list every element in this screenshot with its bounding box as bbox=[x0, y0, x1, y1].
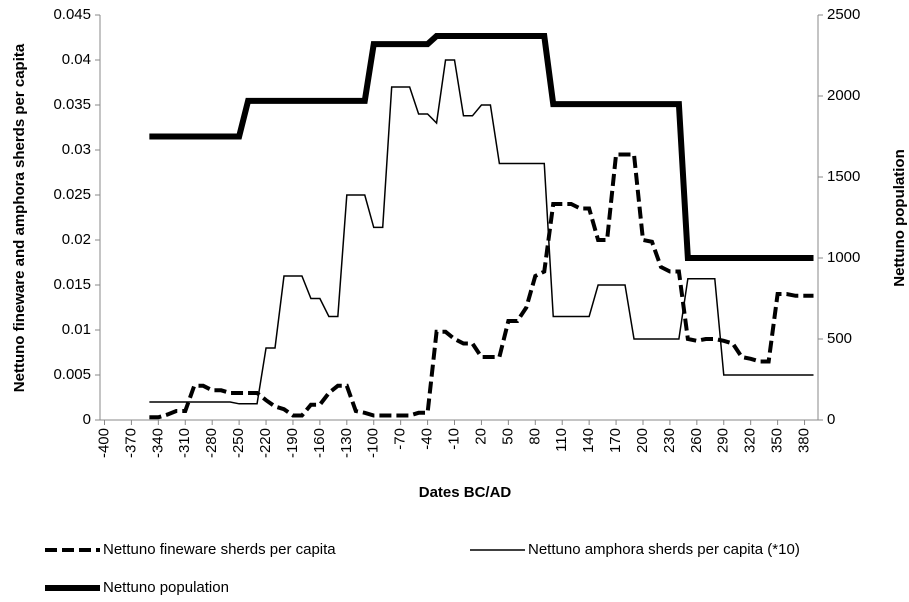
legend-label: Nettuno fineware sherds per capita bbox=[103, 541, 336, 558]
x-tick-label: 140 bbox=[580, 428, 597, 453]
x-tick-label: 20 bbox=[472, 428, 489, 445]
x-tick-label: -220 bbox=[257, 428, 274, 458]
y2-tick-label: 0 bbox=[827, 411, 835, 428]
y-tick-label: 0.035 bbox=[53, 96, 91, 113]
x-tick-label: -340 bbox=[149, 428, 166, 458]
series-line bbox=[149, 152, 814, 420]
y-tick-label: 0 bbox=[83, 411, 91, 428]
y-tick-label: 0.005 bbox=[53, 366, 91, 383]
y2-tick-label: 2500 bbox=[827, 6, 860, 23]
x-tick-label: -190 bbox=[284, 428, 301, 458]
y2-tick-label: 1000 bbox=[827, 249, 860, 266]
y-tick-label: 0.045 bbox=[53, 6, 91, 23]
x-tick-label: 110 bbox=[553, 428, 570, 452]
x-tick-label: 350 bbox=[769, 428, 786, 453]
y-tick-label: 0.03 bbox=[62, 141, 91, 158]
series-line bbox=[149, 59, 814, 405]
legend-label: Nettuno population bbox=[103, 579, 229, 596]
y2-axis-title: Nettuno population bbox=[891, 149, 908, 286]
x-tick-label: 50 bbox=[499, 428, 516, 445]
x-tick-label: -130 bbox=[338, 428, 355, 458]
series-line bbox=[149, 33, 814, 261]
x-tick-label: -70 bbox=[392, 428, 409, 450]
x-tick-label: 380 bbox=[796, 428, 813, 453]
x-tick-label: 230 bbox=[661, 428, 678, 453]
x-tick-label: -400 bbox=[95, 428, 112, 458]
x-tick-label: 200 bbox=[634, 428, 651, 453]
y-tick-label: 0.025 bbox=[53, 186, 91, 203]
x-axis-title: Dates BC/AD bbox=[419, 484, 512, 501]
y-tick-label: 0.01 bbox=[62, 321, 91, 338]
legend-label: Nettuno amphora sherds per capita (*10) bbox=[528, 541, 800, 558]
x-tick-label: -280 bbox=[203, 428, 220, 458]
x-tick-label: -310 bbox=[176, 428, 193, 458]
y2-tick-label: 2000 bbox=[827, 87, 860, 104]
x-tick-label: -160 bbox=[311, 428, 328, 458]
x-tick-label: 320 bbox=[742, 428, 759, 453]
x-tick-label: 260 bbox=[688, 428, 705, 453]
y2-tick-label: 500 bbox=[827, 330, 852, 347]
x-tick-label: -40 bbox=[419, 428, 436, 450]
x-tick-label: 170 bbox=[607, 428, 624, 453]
x-tick-label: 290 bbox=[715, 428, 732, 453]
y-tick-label: 0.015 bbox=[53, 276, 91, 293]
y2-tick-label: 1500 bbox=[827, 168, 860, 185]
x-tick-label: -100 bbox=[365, 428, 382, 458]
y-tick-label: 0.04 bbox=[62, 51, 91, 68]
x-tick-label: -10 bbox=[445, 428, 462, 450]
x-tick-label: -370 bbox=[122, 428, 139, 458]
x-tick-label: 80 bbox=[526, 428, 543, 445]
y-axis-title: Nettuno fineware and amphora sherds per … bbox=[11, 43, 28, 392]
y-tick-label: 0.02 bbox=[62, 231, 91, 248]
x-tick-label: -250 bbox=[230, 428, 247, 458]
